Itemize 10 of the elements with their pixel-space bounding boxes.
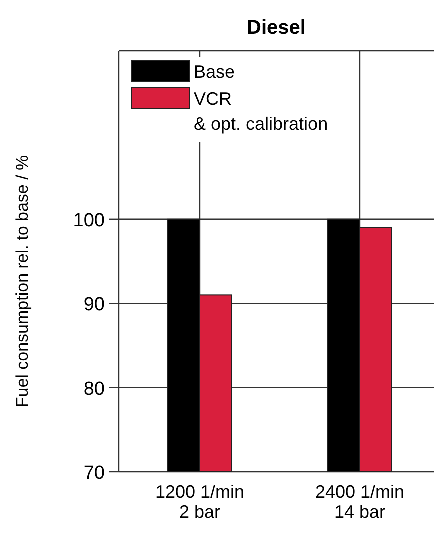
y-axis-title: Fuel consumption rel. to base / % <box>13 155 32 408</box>
y-tick-label: 100 <box>73 210 105 232</box>
legend-label: Base <box>194 62 236 82</box>
chart-title: Diesel <box>247 17 306 39</box>
y-tick-label: 90 <box>84 294 105 316</box>
x-tick-label: 2400 1/min 14 bar <box>315 482 405 522</box>
y-tick-label: 80 <box>84 378 105 400</box>
legend-label: VCR & opt. calibration <box>194 89 328 134</box>
y-tick-label: 70 <box>84 463 105 484</box>
x-tick-label: 1200 1/min 2 bar <box>155 482 245 522</box>
